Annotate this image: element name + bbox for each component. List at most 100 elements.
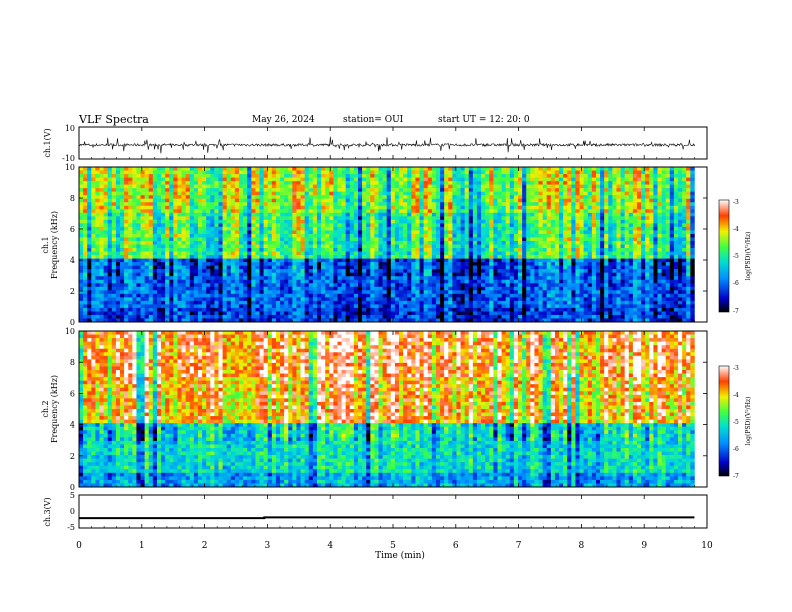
spectrogram-cell xyxy=(394,195,400,199)
spectrogram-cell xyxy=(275,170,281,175)
spectrogram-cell xyxy=(538,191,543,196)
spectrogram-cell xyxy=(472,293,478,298)
spectrogram-cell xyxy=(107,230,113,235)
spectrogram-cell xyxy=(181,248,186,252)
spectrogram-cell xyxy=(263,311,269,316)
spectrogram-cell xyxy=(115,276,121,281)
spectrogram-cell xyxy=(501,307,506,312)
spectrogram-cell xyxy=(181,314,186,319)
spectrogram-cell xyxy=(522,184,527,189)
spectrogram-cell xyxy=(152,205,158,210)
spectrogram-cell xyxy=(152,233,158,238)
spectrogram-cell xyxy=(243,300,248,305)
spectrogram-cell xyxy=(362,265,367,270)
spectrogram-cell xyxy=(79,233,84,238)
spectrogram-cell xyxy=(95,318,100,323)
spectrogram-cell xyxy=(136,170,141,175)
spectrogram-cell xyxy=(120,283,125,288)
spectrogram-cell xyxy=(230,300,236,305)
spectrogram-cell xyxy=(431,230,437,235)
spectrogram-cell xyxy=(440,198,445,203)
spectrogram-cell xyxy=(349,202,355,207)
spectrogram-cell xyxy=(452,251,457,256)
spectrogram-cell xyxy=(341,205,346,210)
spectrogram-cell xyxy=(202,297,207,302)
spectrogram-cell xyxy=(513,276,519,281)
spectrogram-cell xyxy=(193,307,199,312)
spectrogram-cell xyxy=(214,244,219,249)
spectrogram-cell xyxy=(144,314,150,319)
spectrogram-cell xyxy=(345,170,351,175)
spectrogram-cell xyxy=(534,251,539,256)
spectrogram-cell xyxy=(91,230,96,235)
spectrogram-cell xyxy=(111,219,117,224)
spectrogram-cell xyxy=(460,237,465,242)
spectrogram-cell xyxy=(181,226,186,231)
spectrogram-cell xyxy=(181,272,186,277)
spectrogram-cell xyxy=(493,318,498,323)
spectrogram-cell xyxy=(193,276,199,281)
spectrogram-cell xyxy=(472,248,478,252)
spectrogram-cell xyxy=(132,279,137,284)
spectrogram-cell xyxy=(518,226,523,231)
spectrogram-cell xyxy=(452,184,457,189)
spectrogram-cell xyxy=(427,202,433,207)
spectrogram-cell xyxy=(185,216,191,221)
spectrogram-cell xyxy=(267,258,273,263)
spectrogram-cell xyxy=(300,219,305,224)
spectrogram-cell xyxy=(308,269,314,273)
spectrogram-cell xyxy=(485,262,490,266)
spectrogram-cell xyxy=(280,300,285,305)
spectrogram-cell xyxy=(349,258,355,263)
spectrogram-cell xyxy=(259,198,264,203)
spectrogram-cell xyxy=(177,244,182,249)
spectrogram-cell xyxy=(341,304,346,309)
spectrogram-cell xyxy=(83,269,88,273)
spectrogram-cell xyxy=(501,202,506,207)
spectrogram-cell xyxy=(197,195,203,199)
spectrogram-cell xyxy=(427,307,433,312)
spectrogram-cell xyxy=(124,272,129,277)
spectrogram-cell xyxy=(210,269,215,273)
ch1-ytick-top: 10 xyxy=(65,124,75,133)
spectrogram-cell xyxy=(378,297,383,302)
spectrogram-cell xyxy=(255,202,260,207)
spectrogram-cell xyxy=(526,167,531,171)
spectrogram-cell xyxy=(321,174,326,178)
spectrogram-cell xyxy=(415,216,420,221)
spectrogram-cell xyxy=(259,290,264,295)
spectrogram-cell xyxy=(210,177,215,182)
spectrogram-cell xyxy=(501,286,506,291)
spectrogram-cell xyxy=(144,202,150,207)
spectrogram-cell xyxy=(115,262,121,266)
spectrogram-cell xyxy=(189,202,195,207)
spectrogram-cell xyxy=(239,170,244,175)
spectrogram-cell xyxy=(132,216,137,221)
spectrogram-cell xyxy=(206,314,211,319)
spectrogram-cell xyxy=(497,209,502,214)
spectrogram-cell xyxy=(243,202,248,207)
spectrogram-cell xyxy=(390,188,396,192)
spectrogram-cell xyxy=(321,269,326,273)
spectrogram-cell xyxy=(399,237,404,242)
spectrogram-cell xyxy=(177,212,182,217)
spectrogram-cell xyxy=(259,205,264,210)
spectrogram-cell xyxy=(210,209,215,214)
spectrogram-cell xyxy=(308,290,314,295)
spectrogram-cell xyxy=(214,300,219,305)
spectrogram-cell xyxy=(247,311,252,316)
spectrogram-cell xyxy=(362,304,367,309)
spectrogram-cell xyxy=(435,300,441,305)
spectrogram-cell xyxy=(292,290,297,295)
spectrogram-cell xyxy=(222,293,227,298)
spectrogram-cell xyxy=(415,248,420,252)
spectrogram-cell xyxy=(304,251,310,256)
spectrogram-cell xyxy=(489,237,494,242)
spectrogram-cell xyxy=(333,205,338,210)
spectrogram-cell xyxy=(468,205,474,210)
spectrogram-cell xyxy=(234,272,240,277)
spectrogram-cell xyxy=(431,314,437,319)
spectrogram-cell xyxy=(472,297,478,302)
spectrogram-cell xyxy=(120,198,125,203)
spectrogram-cell xyxy=(181,240,186,245)
